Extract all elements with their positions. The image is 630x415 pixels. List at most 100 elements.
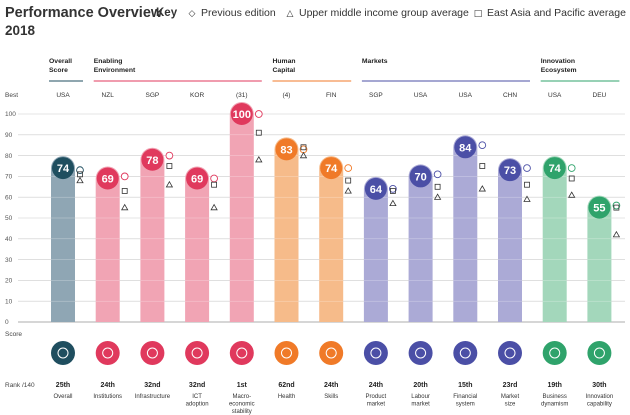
score-label: 74 bbox=[325, 163, 338, 175]
rank-row-label: Rank /140 bbox=[5, 382, 35, 389]
group-header-1: Enabling bbox=[94, 58, 123, 65]
rank-label: 32nd bbox=[144, 382, 160, 389]
east-asia-pacific-marker bbox=[434, 183, 441, 190]
card-icon bbox=[453, 341, 478, 365]
pillar-label: system bbox=[456, 402, 475, 408]
key-previous-edition: ◇ Previous edition bbox=[186, 7, 276, 19]
best-country: USA bbox=[414, 92, 428, 99]
upper-middle-income-marker bbox=[76, 176, 84, 184]
bar bbox=[274, 137, 299, 322]
y-tick-label: 20 bbox=[5, 278, 13, 285]
best-country: FIN bbox=[326, 92, 337, 99]
bar bbox=[319, 156, 344, 322]
bar bbox=[185, 166, 210, 322]
key-upper-middle-income: △ Upper middle income group average bbox=[284, 7, 469, 19]
pillar-label: stability bbox=[232, 409, 252, 415]
building-icon-glyph bbox=[549, 347, 561, 359]
y-tick-label: 50 bbox=[5, 215, 13, 222]
score-circle bbox=[186, 167, 209, 190]
rank-label: 20th bbox=[413, 382, 427, 389]
pillar-label: size bbox=[505, 402, 516, 408]
pillar-label: Health bbox=[278, 394, 295, 400]
pillar-label: economic bbox=[229, 402, 255, 408]
best-country: SGP bbox=[146, 92, 160, 99]
chart-title: Performance Overview bbox=[5, 5, 163, 21]
group-header-0: Score bbox=[49, 67, 68, 74]
score-circle bbox=[52, 157, 74, 180]
pillar-label: Macro- bbox=[232, 394, 251, 400]
score-circle bbox=[409, 165, 432, 188]
east-asia-pacific-marker bbox=[613, 204, 620, 211]
lightbulb-icon-glyph bbox=[593, 347, 605, 359]
bar bbox=[587, 195, 612, 322]
upper-middle-income-marker bbox=[568, 191, 576, 198]
heartbeat-icon-glyph bbox=[281, 347, 292, 359]
score-row-label: Score bbox=[5, 331, 22, 338]
pillar-label: Business bbox=[543, 394, 567, 400]
best-country: SGP bbox=[369, 92, 383, 99]
score-circle bbox=[588, 196, 611, 219]
percent-icon-glyph bbox=[236, 347, 248, 359]
east-asia-pacific-marker bbox=[255, 129, 262, 136]
y-tick-label: 80 bbox=[5, 153, 13, 160]
pillar-label: Infrastructure bbox=[135, 394, 171, 400]
group-header-2: Human bbox=[273, 58, 296, 65]
pillar-label: Financial bbox=[453, 394, 477, 400]
pillar-label: market bbox=[411, 402, 430, 408]
rank-label: 24th bbox=[369, 382, 383, 389]
diamond-icon: ◇ bbox=[188, 9, 196, 19]
group-header-4: Ecosystem bbox=[541, 67, 577, 74]
card-icon-glyph bbox=[459, 347, 471, 359]
y-tick-label: 0 bbox=[5, 319, 9, 326]
best-country: USA bbox=[459, 92, 473, 99]
best-country: DEU bbox=[593, 92, 607, 99]
rank-label: 62nd bbox=[278, 382, 294, 389]
y-tick-label: 90 bbox=[5, 132, 13, 139]
score-circle bbox=[275, 138, 298, 161]
best-country: KOR bbox=[190, 92, 204, 99]
y-tick-label: 70 bbox=[5, 174, 13, 181]
y-tick-label: 40 bbox=[5, 236, 13, 243]
east-asia-pacific-marker bbox=[300, 144, 307, 151]
upper-middle-income-marker bbox=[210, 203, 218, 211]
pillar-label: ICT bbox=[192, 394, 202, 400]
score-label: 69 bbox=[102, 173, 114, 185]
east-asia-pacific-marker bbox=[77, 171, 83, 178]
bar bbox=[542, 156, 567, 322]
group-header-1: Environment bbox=[94, 67, 136, 74]
score-label: 74 bbox=[57, 163, 70, 175]
medal-icon bbox=[51, 341, 75, 365]
best-country: NZL bbox=[102, 92, 115, 99]
best-row-label: Best bbox=[5, 92, 18, 99]
rank-label: 30th bbox=[592, 382, 606, 389]
pillar-label: Labour bbox=[411, 394, 430, 400]
rank-label: 19th bbox=[547, 382, 561, 389]
score-circle bbox=[454, 136, 477, 159]
upper-middle-income-marker bbox=[121, 203, 129, 211]
key-label: Key bbox=[156, 7, 178, 19]
score-label: 100 bbox=[233, 109, 251, 121]
score-label: 78 bbox=[146, 155, 158, 167]
best-country: USA bbox=[548, 92, 562, 99]
best-country: CHN bbox=[503, 92, 517, 99]
y-tick-label: 10 bbox=[5, 298, 13, 305]
previous-edition-marker bbox=[165, 151, 174, 160]
key-item-label: Previous edition bbox=[201, 7, 276, 19]
train-icon-glyph bbox=[146, 347, 158, 359]
graduate-icon-glyph bbox=[325, 347, 337, 359]
rank-label: 24th bbox=[100, 382, 114, 389]
score-circle bbox=[364, 177, 387, 200]
previous-edition-marker bbox=[612, 201, 621, 210]
east-asia-pacific-marker bbox=[211, 181, 218, 188]
key-item-label: East Asia and Pacific average bbox=[487, 7, 626, 19]
score-label: 69 bbox=[191, 173, 203, 185]
group-header-3: Markets bbox=[362, 58, 388, 65]
tag-icon bbox=[363, 341, 388, 365]
score-label: 83 bbox=[280, 144, 292, 156]
east-asia-pacific-marker bbox=[121, 188, 128, 194]
group-header-4: Innovation bbox=[541, 58, 575, 65]
rank-label: 25th bbox=[56, 382, 70, 389]
previous-edition-marker bbox=[344, 164, 353, 172]
group-header-2: Capital bbox=[273, 67, 296, 74]
group-header-0: Overall bbox=[49, 58, 72, 65]
